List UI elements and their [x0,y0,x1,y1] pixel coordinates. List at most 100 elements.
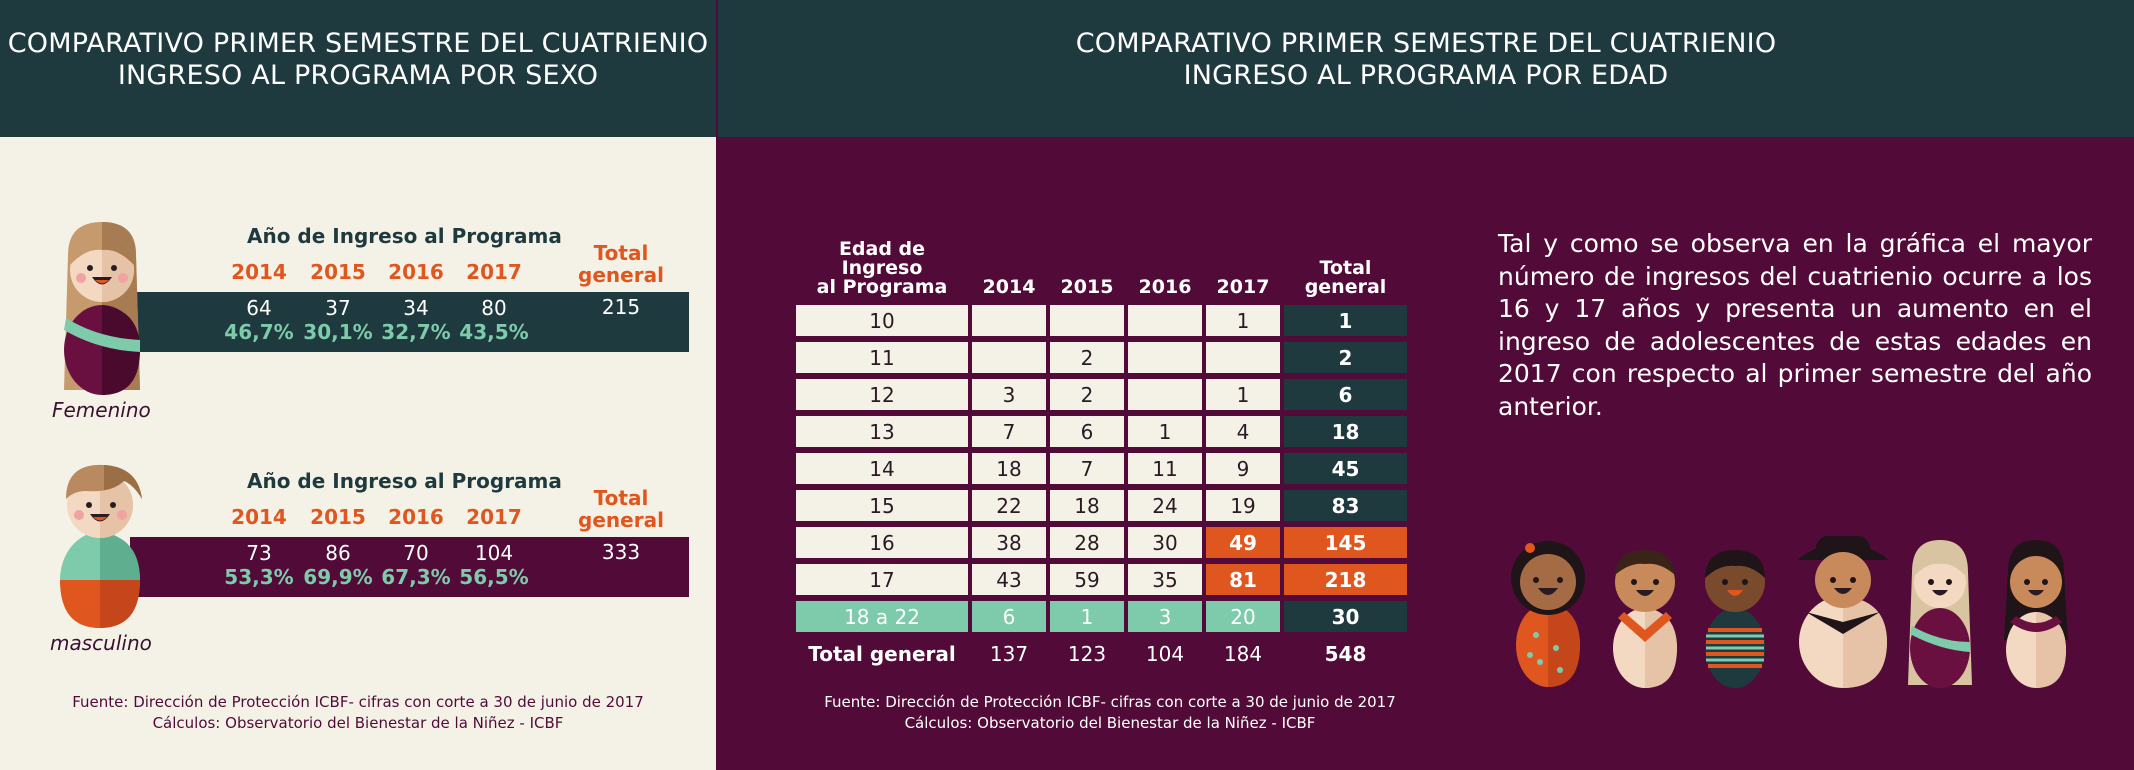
sex-title-line1: COMPARATIVO PRIMER SEMESTRE DEL CUATRIEN… [7,28,709,59]
female-year-2015: 2015 [310,260,366,284]
age-cell: 10 [796,305,968,336]
male-caption: masculino [50,631,152,655]
total-2015: 123 [1067,641,1107,666]
female-pct-2017: 43,5% [459,320,529,344]
male-total-value: 333 [601,540,641,564]
total-2016: 104 [1145,641,1185,666]
children-group-icon [1511,536,2068,688]
sex-title-line2: INGRESO AL PROGRAMA POR SEXO [117,60,599,91]
total-header-line2: general [1304,276,1387,298]
age-source-line1: Fuente: Dirección de Protección ICBF- ci… [824,693,1396,711]
age-header-line2: al Programa [816,276,948,298]
male-count-2014: 73 [246,541,272,565]
value-cell-2016 [1128,305,1202,336]
col-2015-header: 2015 [1060,276,1114,298]
value-cell-2014: 18 [972,453,1046,484]
total-column-header: Total general [1284,240,1407,299]
total-cell: 6 [1284,379,1407,410]
total-cell: 18 [1284,416,1407,447]
value-cell-2015: 7 [1050,453,1124,484]
value-cell-2016: 11 [1128,453,1202,484]
table-row: 18 a 22 6 1 3 20 30 [796,601,1407,632]
table-row: 15 22 18 24 19 83 [796,490,1407,521]
total-2017: 184 [1223,641,1263,666]
value-cell-2014: 22 [972,490,1046,521]
age-title-line2: INGRESO AL PROGRAMA POR EDAD [1183,60,1669,91]
female-total-label: Total general [566,242,676,286]
age-source-line2: Cálculos: Observatorio del Bienestar de … [904,714,1316,732]
total-cell: 2 [1284,342,1407,373]
girl-figure-icon [64,222,140,395]
value-cell-2017: 20 [1206,601,1280,632]
male-total-label-line1: Total [593,486,649,510]
value-cell-2015: 2 [1050,379,1124,410]
value-cell-2016 [1128,379,1202,410]
age-panel-header: COMPARATIVO PRIMER SEMESTRE DEL CUATRIEN… [718,0,2134,137]
value-cell-2014 [972,305,1046,336]
age-title-line1: COMPARATIVO PRIMER SEMESTRE DEL CUATRIEN… [1075,28,1777,59]
grand-total: 548 [1324,641,1367,666]
col-2016-header: 2016 [1138,276,1192,298]
male-year-2014: 2014 [231,505,287,529]
male-count-2017: 104 [474,541,514,565]
total-cell: 30 [1284,601,1407,632]
value-cell-2014: 3 [972,379,1046,410]
age-cell: 15 [796,490,968,521]
male-total-label: Total general [566,487,676,531]
table-row: 14 18 7 11 9 45 [796,453,1407,484]
table-row: 11 2 2 [796,342,1407,373]
value-cell-2015: 18 [1050,490,1124,521]
col-2014-header: 2014 [982,276,1036,298]
female-count-2014: 64 [246,296,272,320]
sex-panel-title: COMPARATIVO PRIMER SEMESTRE DEL CUATRIEN… [0,28,716,92]
value-cell-2015: 59 [1050,564,1124,595]
table-row: 10 1 1 [796,305,1407,336]
value-cell-2017: 81 [1206,564,1280,595]
sex-source-note: Fuente: Dirección de Protección ICBF- ci… [0,692,716,734]
age-cell: 17 [796,564,968,595]
total-row-label: Total general [808,641,956,666]
male-year-2017: 2017 [466,505,522,529]
age-cell: 11 [796,342,968,373]
total-cell: 145 [1284,527,1407,558]
child-figure-3 [1705,550,1765,688]
male-pct-2017: 56,5% [459,565,529,589]
value-cell-2016: 24 [1128,490,1202,521]
male-year-2015: 2015 [310,505,366,529]
value-cell-2014: 43 [972,564,1046,595]
age-cell: 12 [796,379,968,410]
male-pct-2015: 69,9% [303,565,373,589]
value-cell-2017: 49 [1206,527,1280,558]
total-header-line1: Total [1319,257,1372,279]
age-cell: 13 [796,416,968,447]
female-total-value: 215 [601,295,641,319]
female-pct-2015: 30,1% [303,320,373,344]
female-pct-2014: 46,7% [224,320,294,344]
age-table: Edad de Ingreso al Programa 2014 2015 20… [792,234,1411,675]
sex-source-line2: Cálculos: Observatorio del Bienestar de … [152,714,564,732]
male-year-header: Año de Ingreso al Programa [247,469,562,493]
value-cell-2016: 3 [1128,601,1202,632]
female-data-band [130,292,689,352]
age-header-line1: Edad de Ingreso [838,238,926,279]
age-table-header: Edad de Ingreso al Programa 2014 2015 20… [796,240,1407,299]
value-cell-2015 [1050,305,1124,336]
value-cell-2014: 6 [972,601,1046,632]
child-figure-4 [1798,536,1888,688]
value-cell-2016 [1128,342,1202,373]
female-year-2017: 2017 [466,260,522,284]
table-row: 16 38 28 30 49 145 [796,527,1407,558]
value-cell-2015: 28 [1050,527,1124,558]
value-cell-2017: 19 [1206,490,1280,521]
boy-figure-icon [60,464,142,628]
female-year-2014: 2014 [231,260,287,284]
value-cell-2016: 35 [1128,564,1202,595]
female-count-2017: 80 [481,296,507,320]
total-2014: 137 [989,641,1029,666]
total-cell: 1 [1284,305,1407,336]
child-figure-5 [1908,540,1972,688]
female-year-2016: 2016 [388,260,444,284]
male-year-2016: 2016 [388,505,444,529]
value-cell-2014 [972,342,1046,373]
female-total-label-line1: Total [593,241,649,265]
